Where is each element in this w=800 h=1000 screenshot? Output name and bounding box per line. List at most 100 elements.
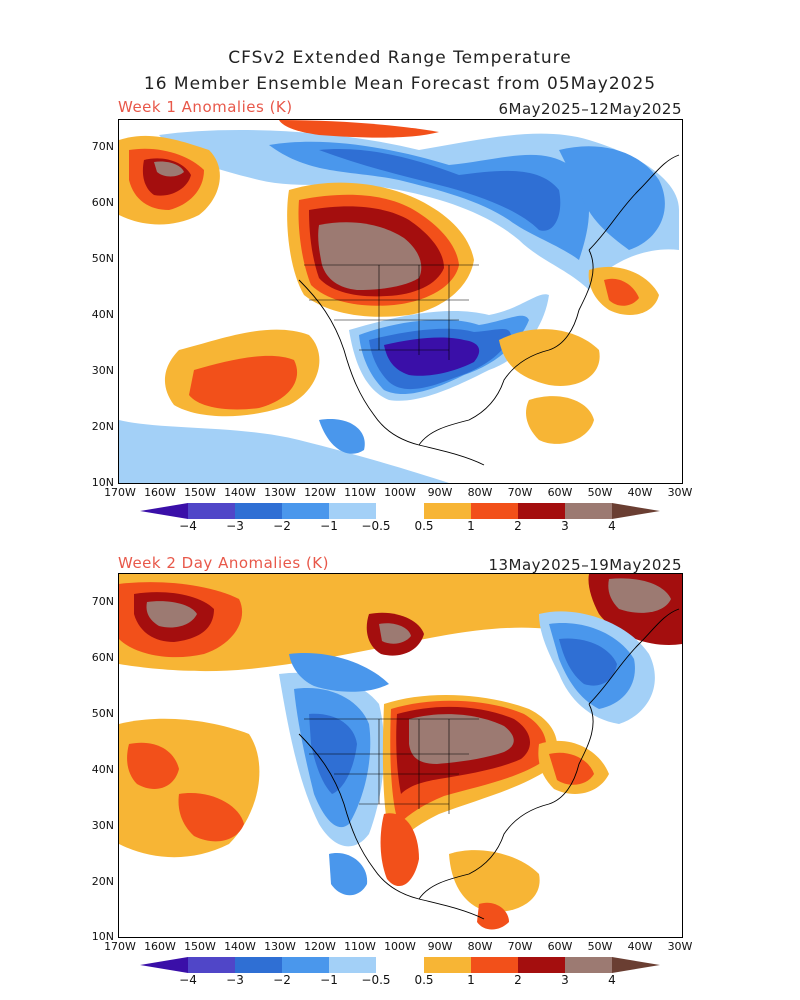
cbar1-seg-5 xyxy=(376,503,424,519)
p1-lat-40n: 40N xyxy=(91,308,114,321)
p2-lon-100w: 100W xyxy=(384,940,416,953)
cbar1-lbl-05: 0.5 xyxy=(414,519,434,533)
cbar1-seg-6 xyxy=(424,503,471,519)
cbar2-seg-10 xyxy=(612,957,660,973)
w2-warm-atlantic-east-mid xyxy=(549,752,594,785)
p1-lon-120w: 120W xyxy=(304,486,336,499)
p1-lat-30n: 30N xyxy=(91,364,114,377)
p1-lon-170w: 170W xyxy=(104,486,136,499)
w1-warm-atlantic xyxy=(499,329,600,386)
colorbar-week1-svg xyxy=(140,503,660,519)
p1-lat-70n: 70N xyxy=(91,140,114,153)
p2-lon-90w: 90W xyxy=(427,940,453,953)
cbar2-seg-6 xyxy=(424,957,471,973)
p2-lon-140w: 140W xyxy=(224,940,256,953)
colorbar-week2: −4 −3 −2 −1 −0.5 0.5 1 2 3 4 xyxy=(140,957,660,987)
cbar2-seg-7 xyxy=(471,957,518,973)
w2-warm-pacific-mid xyxy=(127,742,179,789)
w1-cold-canada-deep xyxy=(319,149,561,231)
p2-lon-170w: 170W xyxy=(104,940,136,953)
panel1-title: Week 1 Anomalies (K) xyxy=(118,98,293,116)
cbar1-lbl-m1: −1 xyxy=(320,519,338,533)
p2-lat-20n: 20N xyxy=(91,875,114,888)
w2-warm-pacific-south xyxy=(178,793,244,842)
cbar2-lbl-1: 1 xyxy=(467,973,475,987)
p2-lat-30n: 30N xyxy=(91,819,114,832)
panel1-dates: 6May2025–12May2025 xyxy=(498,100,682,118)
cbar1-lbl-m2: −2 xyxy=(273,519,291,533)
cbar1-seg-8 xyxy=(518,503,565,519)
cbar1-lbl-4: 4 xyxy=(608,519,616,533)
p1-lon-150w: 150W xyxy=(184,486,216,499)
p1-lon-50w: 50W xyxy=(587,486,613,499)
p1-lon-100w: 100W xyxy=(384,486,416,499)
panel2-title: Week 2 Day Anomalies (K) xyxy=(118,554,329,572)
p1-lon-40w: 40W xyxy=(627,486,653,499)
w2-cold-east-canada-core xyxy=(559,638,617,686)
p1-lat-50n: 50N xyxy=(91,252,114,265)
p1-lon-80w: 80W xyxy=(467,486,493,499)
cbar2-seg-1 xyxy=(188,957,235,973)
p1-lon-160w: 160W xyxy=(144,486,176,499)
p2-lat-10n: 10N xyxy=(91,930,114,943)
cbar1-seg-1 xyxy=(188,503,235,519)
w2-cold-mexico xyxy=(329,853,368,896)
p2-lon-160w: 160W xyxy=(144,940,176,953)
colorbar-week1: −4 −3 −2 −1 −0.5 0.5 1 2 3 4 xyxy=(140,503,660,533)
p2-lat-70n: 70N xyxy=(91,595,114,608)
p2-lon-40w: 40W xyxy=(627,940,653,953)
p2-lon-120w: 120W xyxy=(304,940,336,953)
p2-lon-150w: 150W xyxy=(184,940,216,953)
p2-lon-30w: 30W xyxy=(667,940,693,953)
cbar2-lbl-m4: −4 xyxy=(179,973,197,987)
cbar2-seg-3 xyxy=(282,957,329,973)
w1-warm-caribbean xyxy=(526,396,594,444)
p1-lon-140w: 140W xyxy=(224,486,256,499)
cbar1-seg-10 xyxy=(612,503,660,519)
cbar2-lbl-m2: −2 xyxy=(273,973,291,987)
w2-warm-central-peak xyxy=(409,714,514,764)
p2-lon-70w: 70W xyxy=(507,940,533,953)
w1-cold-labrador xyxy=(559,146,665,250)
w1-coastline xyxy=(298,154,680,466)
cbar2-seg-2 xyxy=(235,957,282,973)
week1-map-svg xyxy=(119,120,680,483)
w2-warm-gulf xyxy=(380,813,419,887)
p2-lon-110w: 110W xyxy=(344,940,376,953)
cbar2-lbl-m3: −3 xyxy=(226,973,244,987)
p2-lon-50w: 50W xyxy=(587,940,613,953)
cbar1-seg-3 xyxy=(282,503,329,519)
p1-lon-130w: 130W xyxy=(264,486,296,499)
p2-lat-60n: 60N xyxy=(91,651,114,664)
w2-coastline xyxy=(298,608,680,920)
week2-map-svg xyxy=(119,574,682,930)
p1-lat-20n: 20N xyxy=(91,420,114,433)
w1-state-borders xyxy=(304,264,479,360)
w1-warm-west-canada-peak xyxy=(318,222,422,290)
cbar1-seg-4 xyxy=(329,503,376,519)
cbar1-lbl-1: 1 xyxy=(467,519,475,533)
cbar2-lbl-4: 4 xyxy=(608,973,616,987)
p1-lat-10n: 10N xyxy=(91,476,114,489)
p2-lon-60w: 60W xyxy=(547,940,573,953)
chart-title-line2: 16 Member Ensemble Mean Forecast from 05… xyxy=(143,74,657,94)
chart-title-line1: CFSv2 Extended Range Temperature xyxy=(228,48,572,68)
w2-cold-central-canada xyxy=(289,653,389,692)
p1-lon-60w: 60W xyxy=(547,486,573,499)
cbar2-seg-9 xyxy=(565,957,612,973)
p1-lon-110w: 110W xyxy=(344,486,376,499)
cbar1-lbl-2: 2 xyxy=(514,519,522,533)
w1-warm-alaska-peak xyxy=(154,161,184,177)
w1-cold-gulf xyxy=(319,419,365,454)
w2-warm-alaska-peak xyxy=(146,601,197,628)
colorbar-week2-svg xyxy=(140,957,660,973)
w1-warm-pacific-mid xyxy=(189,355,298,410)
cbar1-seg-2 xyxy=(235,503,282,519)
p1-lat-60n: 60N xyxy=(91,196,114,209)
w2-state-borders xyxy=(304,718,479,814)
cbar2-seg-0 xyxy=(140,957,188,973)
p2-lat-40n: 40N xyxy=(91,763,114,776)
w2-warm-caribbean-mid xyxy=(477,902,509,930)
week2-anomaly-map xyxy=(118,573,683,938)
cbar2-lbl-m05: −0.5 xyxy=(361,973,391,987)
